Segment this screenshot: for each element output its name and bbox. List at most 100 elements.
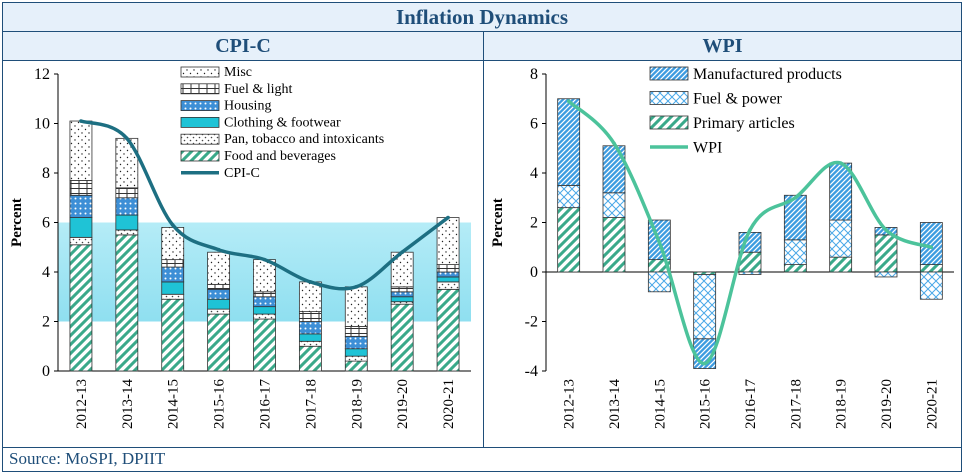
x-tick-label: 2017-18 [788, 379, 804, 429]
bar-primary-articles-2017-18 [783, 264, 807, 273]
legend-label-housing: Housing [224, 99, 271, 114]
bar-primary-articles-2013-14 [602, 217, 626, 273]
bar-fuel-light-2013-14 [115, 187, 139, 199]
x-tick-label: 2015-16 [212, 379, 228, 429]
bar-fuel-power-2014-15 [647, 271, 671, 293]
bar-housing-2014-15 [161, 266, 185, 283]
bar-misc-2013-14 [115, 137, 139, 189]
x-tick-label: 2020-21 [441, 379, 457, 429]
bar-food-and-beverages-2017-18 [298, 345, 322, 372]
bar-primary-articles-2020-21 [919, 264, 943, 273]
point-cpi-c-2016-17 [262, 257, 267, 262]
x-tick-label: 2012-13 [74, 379, 90, 429]
legend-label-manufactured-products: Manufactured products [693, 66, 842, 83]
legend-swatch-primary-articles [649, 115, 689, 130]
bar-fuel-light-2019-20 [390, 286, 414, 293]
bar-manufactured-products-2020-21 [919, 222, 943, 265]
bar-pan-tobacco-and-intoxicants-2014-15 [161, 293, 185, 300]
point-cpi-c-2015-16 [216, 247, 221, 252]
bar-primary-articles-2012-13 [557, 207, 581, 273]
bar-housing-2019-20 [390, 291, 414, 298]
y-tick-label: 6 [530, 116, 538, 133]
y-tick-label: 6 [42, 215, 50, 232]
cpi-panel: 0 2 4 6 8 10 12 Percent 2012-13 2013-14 2014-15 201… [2, 60, 484, 448]
x-tick-label: 2018-19 [349, 379, 365, 429]
bar-primary-articles-2019-20 [874, 234, 898, 273]
point-cpi-c-2018-19 [354, 285, 359, 289]
y-tick-label: 4 [42, 264, 50, 281]
x-tick-label: 2013-14 [607, 379, 623, 429]
x-tick-label: 2016-17 [743, 379, 759, 429]
line-cpi-c [80, 119, 450, 291]
y-tick-label: 2 [42, 314, 50, 331]
line-wpi [567, 99, 932, 366]
bar-fuel-power-2015-16 [693, 274, 717, 340]
point-cpi-c-2012-13 [79, 119, 83, 123]
legend-swatch-manufactured-products [649, 66, 689, 81]
bar-fuel-power-2018-19 [829, 219, 853, 258]
bar-fuel-light-2017-18 [298, 311, 322, 322]
bar-housing-2016-17 [253, 296, 276, 308]
bar-misc-2017-18 [298, 281, 322, 312]
cpi-title: CPI-C [2, 31, 484, 61]
wpi-title: WPI [483, 31, 962, 61]
y-tick-label: 0 [530, 264, 538, 281]
legend-label-food-and-beverages: Food and beverages [224, 149, 336, 164]
x-tick-label: 2019-20 [879, 379, 895, 429]
bar-pan-tobacco-and-intoxicants-2016-17 [253, 313, 276, 320]
y-tick-label: -2 [525, 314, 538, 331]
bar-manufactured-products-2012-13 [557, 98, 581, 186]
bar-pan-tobacco-and-intoxicants-2017-18 [298, 340, 322, 347]
bar-food-and-beverages-2016-17 [253, 318, 276, 372]
x-tick-label: 2018-19 [834, 379, 850, 429]
bar-pan-tobacco-and-intoxicants-2013-14 [115, 229, 139, 236]
legend-label-cpi-c: CPI-C [224, 166, 260, 181]
bar-food-and-beverages-2020-21 [436, 288, 460, 372]
point-wpi-2014-15 [657, 240, 662, 245]
cpi-chart: 0 2 4 6 8 10 12 Percent 2012-13 2013-14 2014-15 201… [9, 65, 471, 429]
x-tick-label: 2020-21 [924, 379, 940, 429]
bar-food-and-beverages-2015-16 [207, 313, 231, 372]
bar-fuel-light-2012-13 [69, 180, 93, 196]
bar-food-and-beverages-2019-20 [390, 303, 414, 372]
legend-label-clothing-footwear: Clothing & footwear [224, 115, 341, 130]
legend-swatch-housing [180, 100, 220, 111]
point-wpi-2018-19 [838, 161, 843, 165]
bar-food-and-beverages-2014-15 [161, 298, 185, 372]
x-tick-label: 2019-20 [395, 379, 411, 429]
bar-clothing-footwear-2016-17 [253, 306, 276, 315]
legend-swatch-misc [180, 66, 220, 78]
y-axis-title: Percent [490, 198, 506, 247]
x-tick-label: 2016-17 [258, 379, 274, 429]
point-cpi-c-2014-15 [170, 223, 175, 227]
y-tick-label: 10 [34, 116, 50, 133]
bar-food-and-beverages-2012-13 [69, 244, 93, 372]
bar-housing-2020-21 [436, 271, 460, 278]
x-tick-label: 2012-13 [562, 379, 578, 429]
bar-fuel-power-2013-14 [602, 192, 626, 218]
x-tick-label: 2014-15 [652, 379, 668, 429]
legend-label-wpi: WPI [693, 140, 722, 157]
bar-clothing-footwear-2020-21 [436, 276, 460, 283]
bar-clothing-footwear-2019-20 [390, 296, 414, 303]
bar-primary-articles-2018-19 [829, 256, 853, 273]
bar-fuel-light-2020-21 [436, 264, 460, 273]
legend-swatch-clothing-footwear [180, 117, 220, 128]
bar-clothing-footwear-2018-19 [344, 348, 368, 357]
y-tick-label: 8 [530, 66, 538, 83]
bar-pan-tobacco-and-intoxicants-2018-19 [344, 355, 368, 362]
point-wpi-2017-18 [793, 195, 798, 200]
bar-fuel-power-2019-20 [874, 271, 898, 278]
legend-swatch-pan-tobacco-and-intoxicants [180, 133, 220, 145]
bar-clothing-footwear-2015-16 [207, 298, 231, 310]
legend-swatch-fuel-light [180, 83, 220, 95]
bar-fuel-light-2016-17 [253, 291, 276, 298]
bar-fuel-power-2020-21 [919, 271, 943, 300]
legend-label-primary-articles: Primary articles [693, 115, 795, 132]
legend: Manufactured products Fuel & power Primary… [649, 66, 842, 157]
y-tick-label: 0 [42, 363, 50, 380]
y-tick-label: 8 [42, 165, 50, 182]
legend-label-misc: Misc [224, 65, 252, 80]
